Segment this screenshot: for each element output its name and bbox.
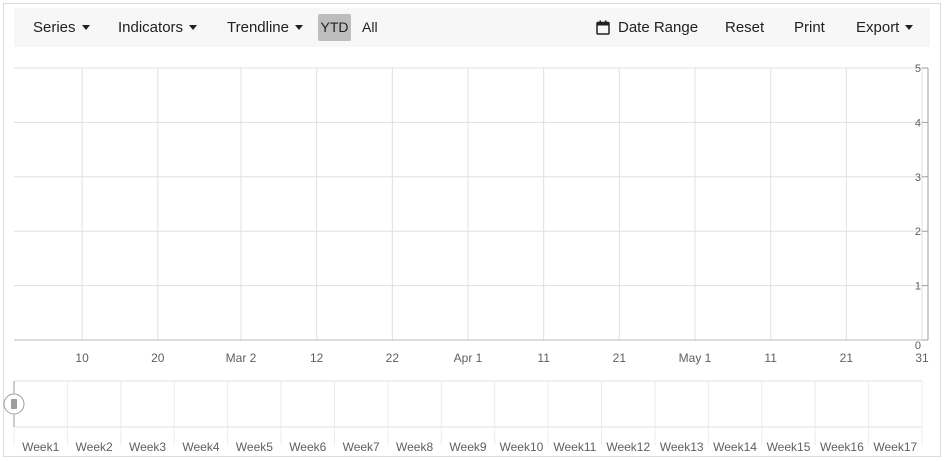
x-tick-label: May 1 [679, 351, 712, 365]
y-axis: 0 1 2 3 4 5 [915, 63, 929, 352]
chevron-down-icon [294, 24, 303, 30]
print-button[interactable]: Print [794, 8, 825, 47]
navigator-week-label: Week1 [22, 440, 59, 454]
navigator-week-label: Week6 [289, 440, 326, 454]
y-tick-label: 4 [915, 117, 921, 129]
x-tick-label: 10 [75, 351, 89, 365]
navigator-week-label: Week12 [606, 440, 650, 454]
slider-grip [11, 399, 17, 409]
x-tick-label: 12 [310, 351, 324, 365]
navigator-week-label: Week5 [236, 440, 273, 454]
chevron-down-icon [81, 24, 90, 30]
navigator-week-label: Week7 [343, 440, 380, 454]
period-ytd-label: YTD [320, 19, 349, 35]
period-ytd-button[interactable]: YTD [318, 14, 351, 41]
print-label: Print [794, 19, 825, 36]
calendar-icon[interactable] [596, 20, 610, 35]
navigator-week-label: Week10 [500, 440, 544, 454]
chart-toolbar: Series Indicators Trendline YTD All Date… [14, 8, 930, 47]
y-tick-label: 1 [915, 281, 921, 293]
navigator-week-label: Week17 [873, 440, 917, 454]
series-dropdown[interactable]: Series [33, 8, 90, 47]
x-tick-label: 31 [915, 351, 929, 365]
trendline-label: Trendline [227, 19, 289, 36]
indicators-dropdown[interactable]: Indicators [118, 8, 198, 47]
indicators-label: Indicators [118, 19, 184, 36]
range-navigator[interactable]: Week1 Week2 Week3 Week4 Week5 Week6 Week7 Week8… [3, 380, 923, 454]
navigator-week-label: Week4 [182, 440, 219, 454]
navigator-week-label: Week16 [820, 440, 864, 454]
period-all-label: All [362, 19, 378, 35]
x-tick-label: 22 [386, 351, 400, 365]
date-range-label: Date Range [618, 19, 699, 36]
x-tick-label: 21 [613, 351, 627, 365]
x-tick-label: 21 [840, 351, 854, 365]
x-tick-label: 11 [764, 351, 777, 365]
navigator-week-label: Week15 [767, 440, 811, 454]
navigator-week-label: Week11 [553, 440, 596, 454]
reset-button[interactable]: Reset [725, 8, 764, 47]
chevron-down-icon [189, 24, 198, 30]
plot-grid [14, 67, 923, 341]
period-all-button[interactable]: All [362, 14, 378, 41]
y-tick-label: 2 [915, 226, 921, 238]
navigator-week-label: Week2 [76, 440, 113, 454]
navigator-week-label: Week14 [713, 440, 757, 454]
series-label: Series [33, 19, 76, 36]
navigator-week-label: Week9 [449, 440, 486, 454]
trendline-dropdown[interactable]: Trendline [227, 8, 303, 47]
chevron-down-icon [905, 24, 914, 30]
navigator-week-label: Week13 [660, 440, 704, 454]
x-tick-label: 11 [537, 351, 550, 365]
export-dropdown[interactable]: Export [856, 8, 914, 47]
navigator-week-label: Week8 [396, 440, 433, 454]
x-tick-label: Apr 1 [454, 351, 483, 365]
date-range-button[interactable]: Date Range [618, 8, 698, 47]
navigator-week-label: Week3 [129, 440, 166, 454]
x-axis: 10 20 Mar 2 12 22 Apr 1 11 21 May 1 11 21 31 [14, 339, 929, 365]
y-tick-label: 3 [915, 172, 921, 184]
y-tick-label: 5 [915, 63, 921, 75]
x-tick-label: Mar 2 [226, 351, 257, 365]
reset-label: Reset [725, 19, 765, 36]
export-label: Export [856, 19, 900, 36]
y-tick-label: 0 [915, 340, 921, 352]
x-tick-label: 20 [151, 351, 165, 365]
